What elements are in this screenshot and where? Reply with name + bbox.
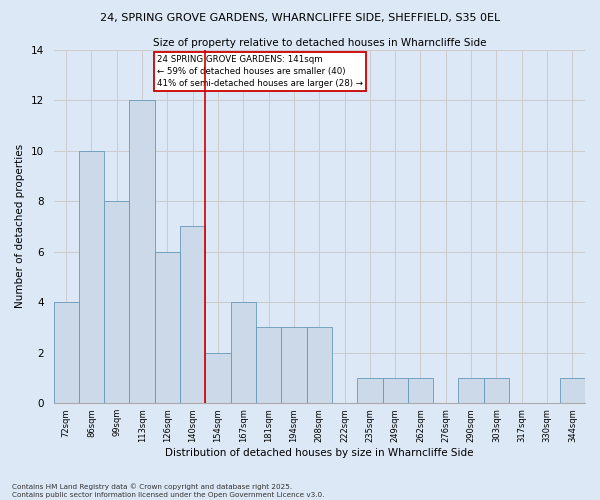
Title: Size of property relative to detached houses in Wharncliffe Side: Size of property relative to detached ho… bbox=[152, 38, 486, 48]
Text: Contains HM Land Registry data © Crown copyright and database right 2025.
Contai: Contains HM Land Registry data © Crown c… bbox=[12, 484, 325, 498]
Bar bbox=[458, 378, 484, 403]
Bar bbox=[130, 100, 155, 403]
Bar bbox=[560, 378, 585, 403]
Bar bbox=[383, 378, 408, 403]
Bar bbox=[307, 328, 332, 403]
Bar bbox=[484, 378, 509, 403]
Bar bbox=[256, 328, 281, 403]
Bar bbox=[357, 378, 383, 403]
Y-axis label: Number of detached properties: Number of detached properties bbox=[15, 144, 25, 308]
X-axis label: Distribution of detached houses by size in Wharncliffe Side: Distribution of detached houses by size … bbox=[165, 448, 473, 458]
Text: 24 SPRING GROVE GARDENS: 141sqm
← 59% of detached houses are smaller (40)
41% of: 24 SPRING GROVE GARDENS: 141sqm ← 59% of… bbox=[157, 55, 363, 88]
Bar bbox=[155, 252, 180, 403]
Bar bbox=[104, 201, 130, 403]
Text: 24, SPRING GROVE GARDENS, WHARNCLIFFE SIDE, SHEFFIELD, S35 0EL: 24, SPRING GROVE GARDENS, WHARNCLIFFE SI… bbox=[100, 12, 500, 22]
Bar bbox=[180, 226, 205, 403]
Bar bbox=[230, 302, 256, 403]
Bar bbox=[408, 378, 433, 403]
Bar bbox=[205, 352, 230, 403]
Bar bbox=[53, 302, 79, 403]
Bar bbox=[281, 328, 307, 403]
Bar bbox=[79, 150, 104, 403]
